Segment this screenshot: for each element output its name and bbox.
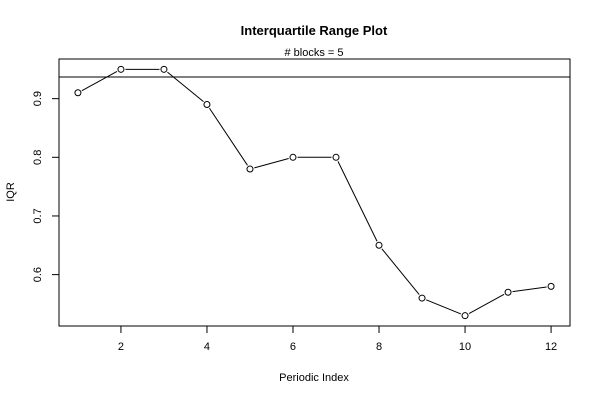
series-segment [512,286,547,293]
x-tick-label: 6 [290,341,296,353]
plot-frame [58,58,571,327]
x-tick-label: 8 [376,341,382,353]
y-tick-label: 0.7 [32,208,44,223]
series-segment [381,248,420,295]
series-segment [81,71,118,92]
series-segment [468,293,505,314]
y-tick-label: 0.8 [32,150,44,165]
chart-subtitle: # blocks = 5 [284,47,343,59]
y-tick-label: 0.9 [32,91,44,106]
series-segment [254,158,289,169]
series-segment [426,299,462,315]
x-axis: 2 4 6 8 10 12 [118,326,557,353]
x-tick-label: 4 [204,341,210,353]
x-tick-label: 2 [118,341,124,353]
x-axis-label: Periodic Index [279,372,349,384]
series-segment [337,161,378,242]
x-tick-label: 12 [545,341,557,353]
data-point [504,288,512,296]
series-layer [81,68,547,315]
y-axis: 0.6 0.7 0.8 0.9 [32,91,59,282]
data-point [332,153,340,161]
data-point [289,153,297,161]
data-point [246,165,254,173]
data-point [461,312,469,320]
data-point [160,65,168,73]
y-axis-label: IQR [5,182,17,202]
data-point [418,294,426,302]
data-point [203,101,211,109]
data-point [117,65,125,73]
data-point [547,282,555,290]
chart-title: Interquartile Range Plot [241,23,388,38]
data-point [375,241,383,249]
points-layer [74,65,555,320]
x-tick-label: 10 [459,341,471,353]
y-tick-label: 0.6 [32,267,44,282]
data-point [74,89,82,97]
series-segment [167,71,204,103]
series-segment [209,107,248,166]
